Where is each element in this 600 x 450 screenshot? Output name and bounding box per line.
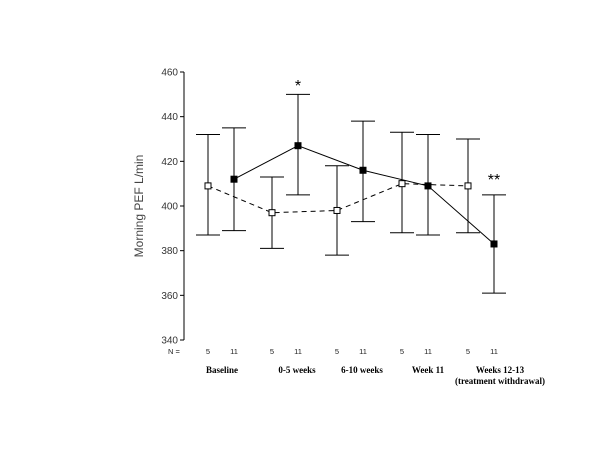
markers (204, 142, 498, 248)
x-category-label: Weeks 12-13 (476, 365, 525, 375)
n-count: 5 (400, 347, 404, 356)
n-count: 11 (424, 347, 432, 356)
n-count: 11 (294, 347, 302, 356)
data-point (464, 182, 472, 190)
data-point (230, 175, 238, 183)
x-category-label: Baseline (206, 365, 238, 375)
n-count: 5 (206, 347, 210, 356)
significance-annotation: * (295, 78, 301, 95)
data-point (333, 206, 341, 214)
series-line-0 (207, 183, 469, 214)
axes (180, 71, 185, 341)
x-category-label: 6-10 weeks (341, 365, 383, 375)
n-count: 5 (466, 347, 470, 356)
y-tick-label: 380 (161, 246, 178, 257)
data-point (398, 180, 406, 188)
error-bars (196, 93, 506, 294)
data-point (490, 240, 498, 248)
y-tick-label: 360 (161, 291, 178, 302)
n-count: 11 (230, 347, 238, 356)
y-axis-label: Morning PEF L/min (132, 155, 146, 258)
significance-annotation: ** (488, 172, 500, 189)
x-category-sublabel: (treatment withdrawal) (455, 376, 545, 386)
n-count: 5 (335, 347, 339, 356)
data-point (294, 142, 302, 150)
n-count: 11 (359, 347, 367, 356)
data-point (359, 166, 367, 174)
series-line-1 (233, 145, 495, 245)
y-tick-label: 420 (161, 157, 178, 168)
n-count: 5 (270, 347, 274, 356)
series-lines (207, 145, 495, 245)
data-point (268, 209, 276, 217)
data-point (424, 182, 432, 190)
data-point (204, 182, 212, 190)
y-tick-label: 440 (161, 112, 178, 123)
y-tick-label: 460 (161, 68, 178, 79)
n-count: 11 (490, 347, 498, 356)
x-category-label: 0-5 weeks (278, 365, 316, 375)
y-tick-label: 340 (161, 336, 178, 347)
labels: 340 360 380 400 420 440 460 Morning PEF L/min N … (132, 68, 545, 387)
y-tick-label: 400 (161, 202, 178, 213)
x-category-label: Week 11 (412, 365, 445, 375)
n-row-label: N = (168, 347, 181, 356)
